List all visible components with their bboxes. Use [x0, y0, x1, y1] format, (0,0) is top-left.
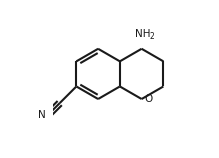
- Text: N: N: [38, 110, 46, 120]
- Text: NH: NH: [135, 29, 150, 39]
- Text: O: O: [144, 94, 152, 104]
- Text: 2: 2: [150, 32, 155, 41]
